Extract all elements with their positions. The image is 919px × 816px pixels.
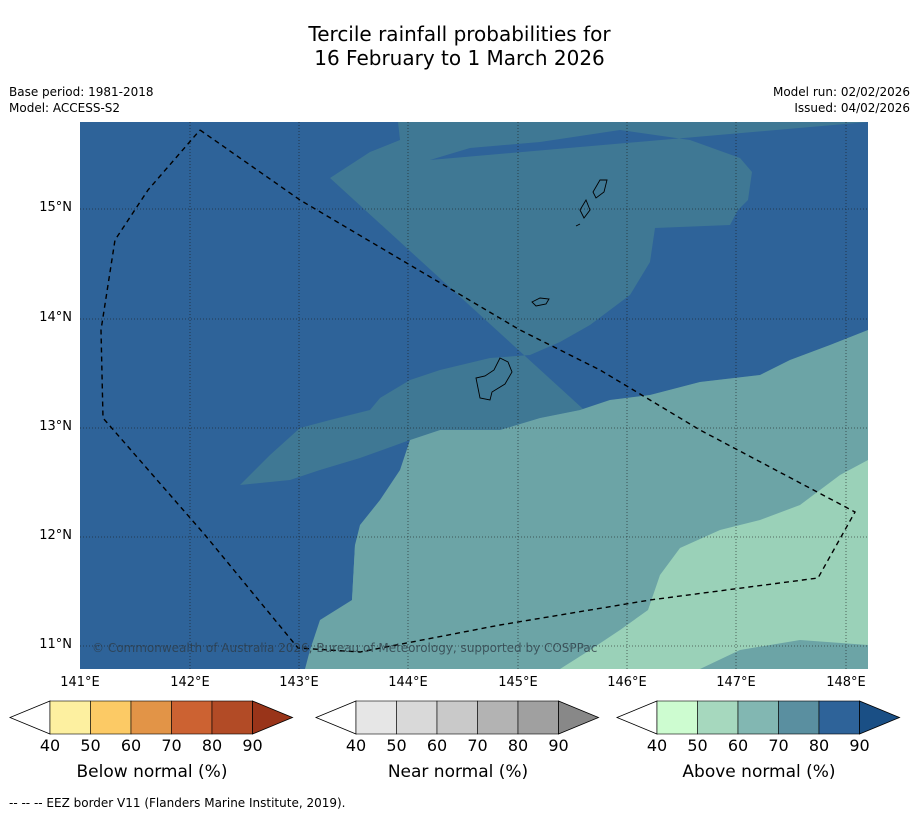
near-colorbar-tick: 40 xyxy=(345,736,367,755)
above-colorbar-left-extend xyxy=(615,700,658,735)
region-above-70 xyxy=(80,122,868,669)
model-text: Model: ACCESS-S2 xyxy=(9,101,121,115)
near-colorbar-tick: 50 xyxy=(386,736,407,755)
near-colorbar-right-extend xyxy=(558,700,600,735)
near-colorbar-tick: 90 xyxy=(548,736,569,755)
above-colorbar-segment xyxy=(656,700,698,735)
above-colorbar-segment xyxy=(818,700,860,735)
lon-label-146: 146°E xyxy=(607,675,647,690)
below-normal-label: Below normal (%) xyxy=(76,762,228,782)
below-colorbar-segment xyxy=(90,700,132,735)
above-colorbar-tick: 70 xyxy=(768,736,789,755)
lon-label-148: 148°E xyxy=(826,675,866,690)
above-colorbar-tick: 50 xyxy=(687,736,708,755)
meta-right: Model run: 02/02/2026 Issued: 04/02/2026 xyxy=(773,84,910,116)
above-colorbar-tick: 40 xyxy=(646,736,668,755)
title-line-2: 16 February to 1 March 2026 xyxy=(314,46,605,70)
below-colorbar-segment xyxy=(211,700,253,735)
lon-label-141: 141°E xyxy=(60,675,100,690)
guam-island xyxy=(475,357,513,401)
region-above-50 xyxy=(352,348,868,669)
lat-label-14: 14°N xyxy=(39,310,72,325)
above-normal-label: Above normal (%) xyxy=(682,762,836,782)
near-colorbar-segment xyxy=(355,700,397,735)
eez-border xyxy=(100,129,856,653)
below-colorbar-tick: 80 xyxy=(201,736,223,755)
below-colorbar-segment xyxy=(171,700,213,735)
above-colorbar-segment xyxy=(778,700,820,735)
saipan-island xyxy=(592,179,608,199)
near-colorbar-segment xyxy=(477,700,519,735)
below-colorbar-tick: 90 xyxy=(242,736,263,755)
below-colorbar-right-extend xyxy=(252,700,294,735)
colorbars xyxy=(8,700,901,735)
lat-label-12: 12°N xyxy=(39,528,72,543)
lon-label-147: 147°E xyxy=(716,675,756,690)
lon-label-143: 143°E xyxy=(279,675,319,690)
near-colorbar-tick: 80 xyxy=(507,736,529,755)
rota-island xyxy=(531,297,550,307)
below-colorbar-segment xyxy=(49,700,91,735)
aguijan-island xyxy=(575,223,581,227)
near-colorbar-segment xyxy=(436,700,478,735)
probability-field xyxy=(80,122,868,669)
above-colorbar-tick: 80 xyxy=(808,736,830,755)
lon-label-142: 142°E xyxy=(170,675,210,690)
islands xyxy=(475,179,608,401)
above-colorbar-tick: 60 xyxy=(727,736,749,755)
near-colorbar-tick: 70 xyxy=(467,736,488,755)
lat-label-13: 13°N xyxy=(39,419,72,434)
near-colorbar-segment xyxy=(396,700,438,735)
region-above-40 xyxy=(560,460,868,669)
near-colorbar-segment xyxy=(517,700,559,735)
eez-footnote: -- -- -- EEZ border V11 (Flanders Marine… xyxy=(9,796,346,810)
above-colorbar-segment xyxy=(737,700,779,735)
below-colorbar-left-extend xyxy=(8,700,51,735)
graticule xyxy=(80,122,868,669)
below-colorbar-tick: 50 xyxy=(80,736,101,755)
near-colorbar-left-extend xyxy=(314,700,357,735)
chart-title: Tercile rainfall probabilities for 16 Fe… xyxy=(0,22,919,70)
below-colorbar-tick: 70 xyxy=(161,736,182,755)
meta-left: Base period: 1981-2018 Model: ACCESS-S2 xyxy=(9,84,154,116)
lat-label-15: 15°N xyxy=(39,200,72,215)
below-colorbar-tick: 60 xyxy=(120,736,142,755)
copyright-text: © Commonwealth of Australia 2026, Bureau… xyxy=(92,641,598,655)
tinian-island xyxy=(579,198,591,219)
near-colorbar-tick: 60 xyxy=(426,736,448,755)
lat-label-11: 11°N xyxy=(39,637,72,652)
issued-text: Issued: 04/02/2026 xyxy=(794,101,910,115)
below-colorbar-tick: 40 xyxy=(39,736,61,755)
model-run-text: Model run: 02/02/2026 xyxy=(772,85,910,99)
below-colorbar-segment xyxy=(130,700,172,735)
above-colorbar-segment xyxy=(697,700,739,735)
title-line-1: Tercile rainfall probabilities for xyxy=(308,22,611,46)
lon-label-144: 144°E xyxy=(388,675,428,690)
near-normal-label: Near normal (%) xyxy=(387,762,529,782)
above-colorbar-right-extend xyxy=(859,700,901,735)
base-period-text: Base period: 1981-2018 xyxy=(9,85,154,99)
above-colorbar-tick: 90 xyxy=(849,736,870,755)
lon-label-145: 145°E xyxy=(498,675,538,690)
